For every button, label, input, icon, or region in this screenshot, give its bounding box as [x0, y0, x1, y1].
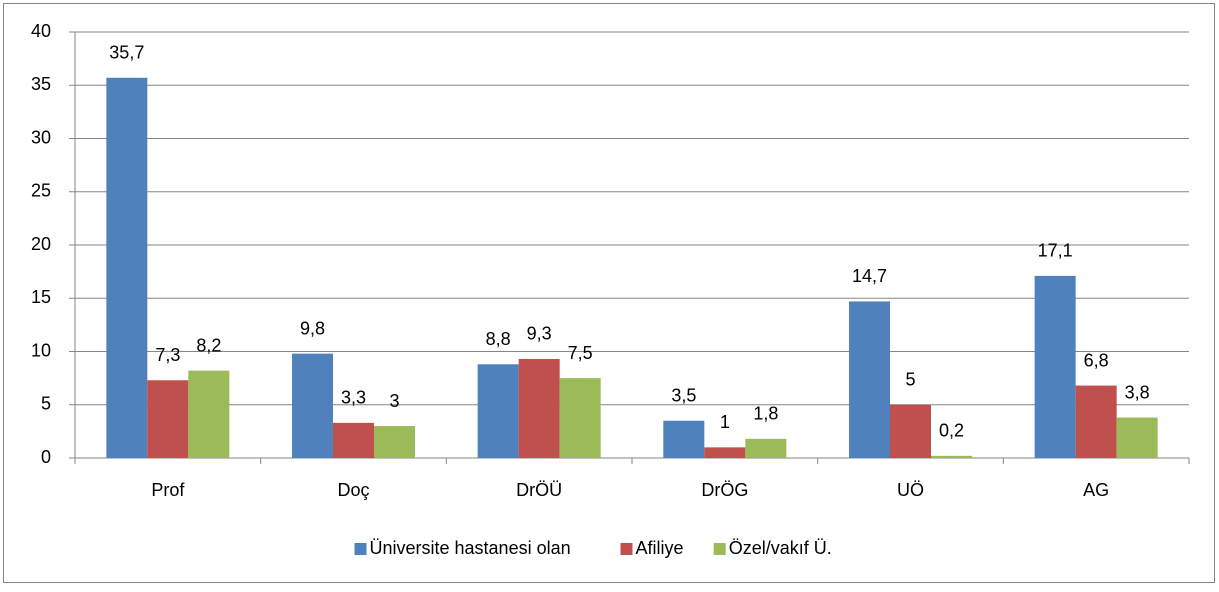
data-label: 5	[905, 370, 915, 390]
bar	[1116, 417, 1158, 458]
data-label: 8,2	[196, 335, 221, 355]
legend-swatch	[354, 543, 367, 555]
y-tick-label: 25	[31, 181, 51, 201]
data-label: 9,8	[300, 318, 325, 338]
x-tick-label: Doç	[337, 480, 369, 500]
data-label: 6,8	[1084, 350, 1109, 370]
data-label: 7,5	[568, 343, 593, 363]
legend-label: Afiliye	[636, 538, 684, 558]
x-tick-label: AG	[1083, 480, 1109, 500]
y-tick-label: 30	[31, 127, 51, 147]
bar	[292, 353, 333, 458]
data-label: 1,8	[753, 404, 778, 424]
data-label: 1	[720, 412, 730, 432]
bar	[106, 77, 148, 459]
data-label: 7,3	[155, 345, 180, 365]
data-label: 35,7	[109, 43, 144, 63]
chart-border	[3, 3, 1215, 583]
y-tick-label: 20	[31, 234, 51, 254]
bar	[931, 455, 972, 458]
y-tick-label: 0	[41, 447, 51, 467]
y-tick-label: 10	[31, 340, 51, 360]
bar	[374, 426, 415, 458]
x-tick-label: Prof	[151, 480, 185, 500]
data-label: 14,7	[852, 266, 887, 286]
data-label: 9,3	[527, 324, 552, 344]
y-tick-label: 5	[41, 394, 51, 414]
data-label: 0,2	[939, 421, 964, 441]
data-label: 3,5	[671, 385, 696, 405]
data-label: 8,8	[486, 329, 511, 349]
legend-label: Üniversite hastanesi olan	[370, 538, 571, 558]
y-tick-label: 40	[31, 21, 51, 41]
bar	[663, 420, 705, 458]
x-tick-label: UÖ	[897, 480, 924, 500]
bar	[559, 378, 601, 458]
bar	[477, 364, 519, 458]
bar	[849, 301, 890, 458]
y-tick-label: 35	[31, 74, 51, 94]
bar	[518, 358, 560, 458]
bar	[704, 447, 746, 458]
x-tick-label: DrÖÜ	[516, 480, 562, 500]
bar	[147, 380, 189, 458]
bar	[745, 438, 787, 458]
legend-swatch	[713, 543, 726, 555]
bar	[890, 404, 931, 458]
data-label: 3	[389, 391, 399, 411]
data-label: 3,3	[341, 388, 366, 408]
legend-label: Özel/vakıf Ü.	[729, 538, 832, 558]
data-label: 3,8	[1125, 382, 1150, 402]
legend-swatch	[620, 543, 633, 555]
bar	[188, 370, 230, 458]
bar	[1034, 275, 1076, 458]
x-tick-label: DrÖG	[701, 480, 748, 500]
bar	[333, 422, 374, 458]
data-label: 17,1	[1038, 241, 1073, 261]
y-tick-label: 15	[31, 287, 51, 307]
bar	[1075, 385, 1117, 458]
